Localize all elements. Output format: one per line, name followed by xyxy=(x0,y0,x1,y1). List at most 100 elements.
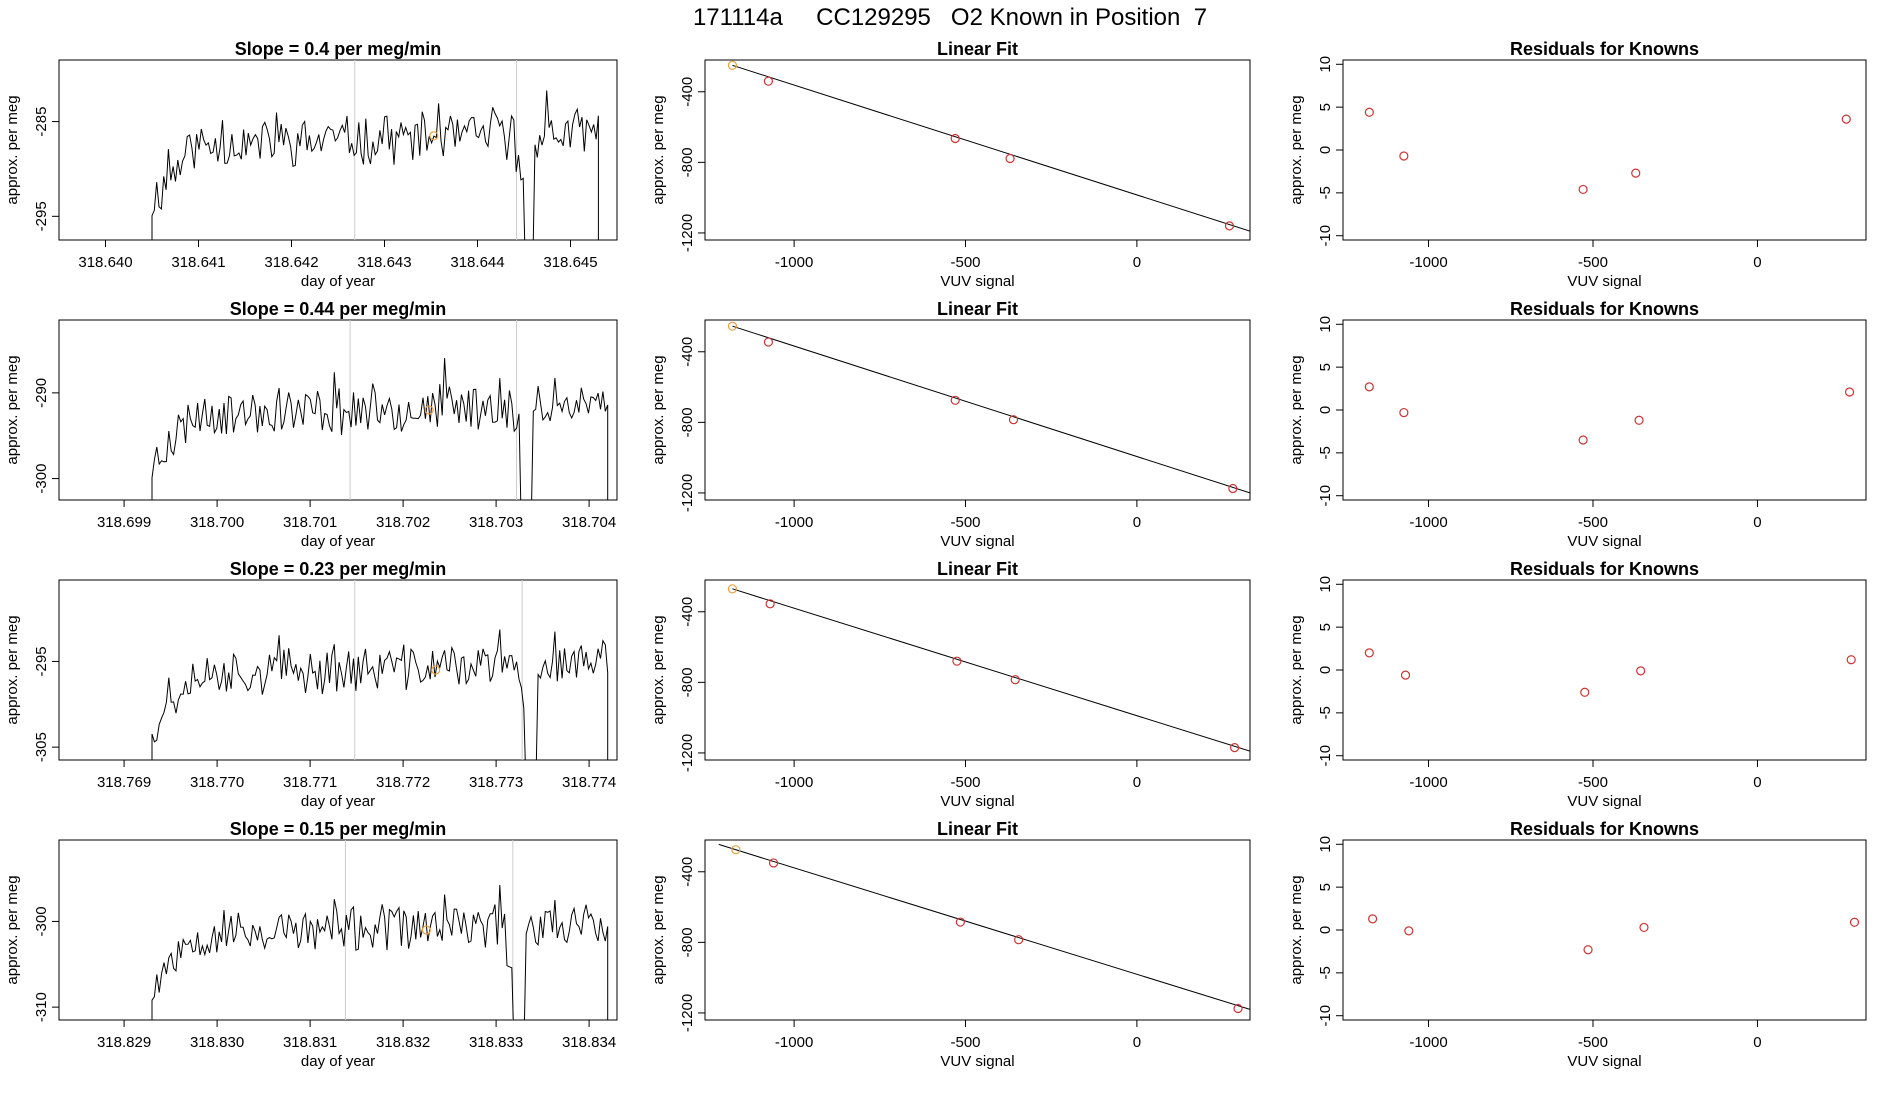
x-tick-label: -500 xyxy=(950,514,980,531)
residual-point xyxy=(1639,922,1649,933)
calibration-point xyxy=(1229,743,1240,753)
y-tick-label: 5 xyxy=(1317,363,1334,371)
x-axis-label: day of year xyxy=(301,533,375,550)
y-tick-label: -300 xyxy=(33,464,50,494)
calibration-point xyxy=(727,321,738,331)
plot-frame xyxy=(58,59,618,241)
y-tick-label: 10 xyxy=(1317,316,1334,333)
calibration-point xyxy=(768,858,779,868)
linear-fit-panel-1: Linear Fit -1000 -500 0 -400 -800 -1200 VUV sig… xyxy=(650,39,1251,290)
x-tick-label: 318.702 xyxy=(376,514,430,531)
x-axis-label: VUV signal xyxy=(1567,1053,1641,1070)
time-series-panel-4: Slope = 0.15 per meg/min 318.829 318.830 31… xyxy=(4,819,618,1070)
y-axis-label: approx. per meg xyxy=(650,95,667,204)
y-tick-label: -400 xyxy=(679,597,696,627)
signal-trace xyxy=(151,358,609,500)
x-tick-label: -500 xyxy=(1578,774,1608,791)
highlight-point xyxy=(429,131,439,141)
plot-frame xyxy=(1342,59,1867,241)
y-axis-label: approx. per meg xyxy=(4,615,21,724)
residuals-panel-2: Residuals for Knowns -1000 -500 0 10 5 0 -5 -10 V… xyxy=(1288,299,1867,550)
y-tick-label: -10 xyxy=(1317,225,1334,247)
calibration-point xyxy=(1008,415,1019,425)
plot-area xyxy=(151,840,609,1020)
x-tick-label: 0 xyxy=(1753,514,1761,531)
calibration-point xyxy=(763,337,774,347)
plot-frame xyxy=(1342,319,1867,501)
signal-trace xyxy=(151,884,609,1020)
plot-area xyxy=(151,580,609,760)
x-tick-label: -1000 xyxy=(1409,774,1447,791)
panel-title: Residuals for Knowns xyxy=(1510,559,1699,579)
y-tick-label: 0 xyxy=(1317,926,1334,934)
x-tick-label: 0 xyxy=(1133,514,1141,531)
x-tick-label: -1000 xyxy=(1409,514,1447,531)
x-tick-label: 318.642 xyxy=(264,254,318,271)
x-axis-label: VUV signal xyxy=(1567,273,1641,290)
panel-title: Linear Fit xyxy=(937,39,1018,59)
x-axis-label: day of year xyxy=(301,1053,375,1070)
fit-line xyxy=(732,64,1250,232)
plot-area xyxy=(151,60,599,240)
residual-point xyxy=(1578,435,1588,445)
plot-frame xyxy=(58,579,618,761)
y-tick-label: -310 xyxy=(33,992,50,1022)
x-tick-label: -500 xyxy=(950,774,980,791)
plot-area xyxy=(1364,382,1855,445)
panel-title: Slope = 0.15 per meg/min xyxy=(230,819,447,839)
x-axis-label: VUV signal xyxy=(1567,793,1641,810)
residual-point xyxy=(1634,415,1644,425)
y-axis-label: approx. per meg xyxy=(1288,615,1305,724)
y-tick-label: -5 xyxy=(1317,446,1334,459)
x-tick-label: 318.773 xyxy=(469,774,523,791)
residual-point xyxy=(1841,114,1851,124)
x-tick-label: -500 xyxy=(1578,254,1608,271)
x-axis-label: VUV signal xyxy=(1567,533,1641,550)
panel-title: Residuals for Knowns xyxy=(1510,39,1699,59)
x-axis-label: VUV signal xyxy=(940,1053,1014,1070)
plot-frame xyxy=(704,579,1251,761)
y-tick-label: 10 xyxy=(1317,56,1334,73)
y-axis-label: approx. per meg xyxy=(1288,355,1305,464)
y-tick-label: -10 xyxy=(1317,485,1334,507)
highlight-point xyxy=(421,925,431,935)
y-tick-label: -400 xyxy=(679,77,696,107)
x-tick-label: -1000 xyxy=(775,254,813,271)
panel-title: Slope = 0.23 per meg/min xyxy=(230,559,447,579)
x-tick-label: 0 xyxy=(1753,254,1761,271)
x-tick-label: -1000 xyxy=(1409,254,1447,271)
y-tick-label: 0 xyxy=(1317,146,1334,154)
x-tick-label: -1000 xyxy=(775,774,813,791)
signal-trace xyxy=(151,629,609,760)
calibration-point xyxy=(765,599,775,609)
y-axis-label: approx. per meg xyxy=(650,355,667,464)
panel-title: Slope = 0.44 per meg/min xyxy=(230,299,447,319)
x-tick-label: 318.774 xyxy=(562,774,616,791)
y-tick-label: 10 xyxy=(1317,836,1334,853)
residual-point xyxy=(1364,648,1374,658)
linear-fit-panel-2: Linear Fit -1000 -500 0 -400 -800 -1200 VUV sig… xyxy=(650,299,1251,550)
y-axis-label: approx. per meg xyxy=(650,875,667,984)
calibration-point xyxy=(952,656,962,666)
fit-line xyxy=(718,843,1250,1010)
y-tick-label: -5 xyxy=(1317,706,1334,719)
x-tick-label: 318.699 xyxy=(97,514,151,531)
y-axis-label: approx. per meg xyxy=(1288,95,1305,204)
residual-point xyxy=(1846,655,1856,665)
calibration-point xyxy=(1005,153,1015,164)
y-tick-label: -800 xyxy=(679,407,696,437)
time-series-panel-3: Slope = 0.23 per meg/min 318.769 318.770 31… xyxy=(4,559,618,810)
y-tick-label: 5 xyxy=(1317,103,1334,111)
plot-frame xyxy=(58,319,618,501)
x-tick-label: 318.770 xyxy=(190,774,244,791)
residual-point xyxy=(1399,151,1409,161)
residuals-panel-1: Residuals for Knowns -1000 -500 0 10 5 0 -5 -10 V… xyxy=(1288,39,1867,290)
plot-frame xyxy=(58,839,618,1021)
y-tick-label: 5 xyxy=(1317,883,1334,891)
plot-area xyxy=(1364,107,1851,195)
calibration-point xyxy=(727,60,738,70)
calibration-point xyxy=(1010,675,1020,685)
x-tick-label: 318.700 xyxy=(190,514,244,531)
highlight-point xyxy=(431,665,441,675)
